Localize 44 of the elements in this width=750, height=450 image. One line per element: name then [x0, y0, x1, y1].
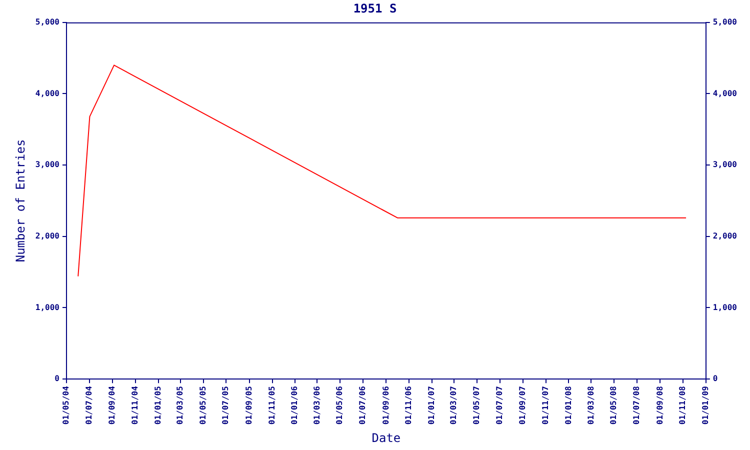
y2-tick-label: 4,000 [712, 88, 738, 98]
y-tick-label: 1,000 [35, 302, 60, 312]
y2-tick-label: 3,000 [712, 160, 738, 170]
x-tick-label: 01/07/05 [221, 386, 230, 425]
x-tick-label: 01/01/07 [427, 386, 436, 425]
x-tick-label: 01/09/08 [655, 386, 664, 425]
y2-tick-label: 5,000 [712, 17, 738, 26]
x-tick-label: 01/03/07 [449, 386, 458, 425]
x-tick-label: 01/11/04 [130, 386, 140, 425]
x-tick-label: 01/11/05 [267, 386, 276, 425]
x-tick-label: 01/09/05 [244, 386, 254, 425]
x-tick-label: 01/05/04 [62, 386, 71, 425]
y-axis-title: Number of Entries [13, 139, 28, 262]
x-tick-label: 01/11/08 [678, 386, 688, 425]
x-tick-label: 01/05/08 [609, 386, 618, 425]
x-tick-label: 01/05/06 [335, 386, 344, 425]
x-tick-label: 01/11/06 [404, 386, 414, 425]
y-tick-label: 2,000 [35, 231, 60, 240]
y2-tick-label: 1,000 [712, 302, 738, 312]
x-tick-label: 01/07/04 [84, 386, 94, 425]
y-tick-label: 5,000 [35, 17, 60, 26]
y-tick-label: 4,000 [35, 88, 60, 98]
x-tick-label: 01/09/07 [518, 386, 528, 425]
x-tick-label: 01/09/06 [381, 386, 390, 425]
x-tick-label: 01/11/07 [540, 386, 550, 425]
x-tick-label: 01/03/05 [176, 386, 185, 425]
x-tick-label: 01/03/06 [312, 386, 322, 425]
x-tick-label: 01/07/07 [494, 386, 504, 425]
chart-title: 1951 S [353, 1, 397, 16]
y-tick-label: 3,000 [35, 160, 60, 170]
x-tick-label: 01/05/05 [198, 386, 208, 425]
x-tick-label: 01/01/06 [290, 386, 300, 425]
x-tick-label: 01/09/04 [108, 386, 117, 425]
x-tick-label: 01/01/08 [564, 386, 573, 425]
y2-tick-label: 2,000 [712, 231, 738, 240]
x-tick-label: 01/01/09 [700, 386, 710, 425]
x-tick-label: 01/07/06 [358, 386, 368, 425]
x-tick-label: 01/01/05 [153, 386, 162, 425]
x-tick-label: 01/03/08 [586, 386, 596, 425]
x-axis-title: Date [372, 430, 401, 445]
y2-tick-label: 0 [712, 374, 718, 384]
x-tick-label: 01/05/07 [472, 386, 481, 425]
y-tick-label: 0 [54, 374, 60, 384]
x-tick-label: 01/07/08 [632, 386, 642, 425]
